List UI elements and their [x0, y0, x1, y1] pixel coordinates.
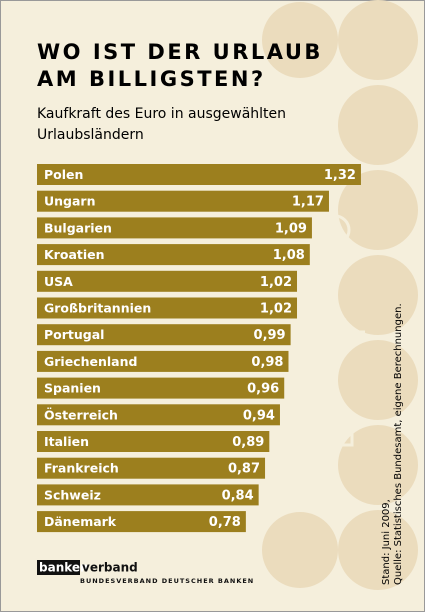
- title: WO IST DER URLAUB: [37, 40, 323, 64]
- bar: [37, 190, 329, 212]
- value-label: 0,89: [232, 435, 264, 450]
- logo-box: [37, 560, 80, 575]
- bar: [37, 431, 270, 452]
- logo-b: verband: [82, 561, 138, 575]
- value-label: 1,09: [275, 221, 307, 236]
- category-label: Italien: [44, 434, 89, 449]
- title: AM BILLIGSTEN?: [37, 67, 266, 91]
- value-label: 1,32: [324, 168, 356, 183]
- category-label: Polen: [44, 167, 83, 182]
- logo-a: banken: [39, 561, 89, 575]
- decor-circles: [262, 0, 418, 590]
- value-label: 0,94: [243, 408, 275, 423]
- value-label: 0,84: [222, 488, 254, 503]
- bar: [37, 457, 266, 479]
- value-label: 1,08: [273, 248, 305, 263]
- value-label: 1,02: [260, 302, 292, 317]
- bar: [37, 511, 246, 533]
- category-label: Kroatien: [44, 247, 105, 262]
- source: Stand: Juni 2009, Quelle: Statistisches …: [381, 303, 404, 585]
- value-label: 0,96: [247, 382, 279, 397]
- category-label: Spanien: [44, 381, 101, 396]
- category-label: Bulgarien: [44, 220, 112, 235]
- subtitle: Kaufkraft des Euro in ausgewählten: [37, 106, 286, 122]
- bar: [37, 377, 285, 399]
- category-label: Griechenland: [44, 354, 137, 369]
- category-label: Dänemark: [44, 514, 117, 529]
- source-line: Quelle: Statistisches Bundesamt, eigene …: [393, 303, 404, 585]
- source-line: Stand: Juni 2009,: [381, 499, 392, 585]
- decor-icons: [299, 214, 365, 447]
- bar: [37, 484, 259, 506]
- value-label: 0,78: [209, 515, 241, 530]
- category-label: USA: [44, 274, 73, 289]
- bar: [37, 217, 312, 239]
- category-label: Ungarn: [44, 194, 96, 209]
- category-label: Österreich: [44, 407, 118, 422]
- bar: [37, 270, 298, 292]
- bar: [37, 404, 280, 426]
- category-label: Großbritannien: [44, 301, 151, 316]
- value-label: 0,87: [228, 462, 260, 477]
- bar: [37, 244, 310, 266]
- subtitle: Urlaubsländern: [37, 127, 144, 143]
- value-label: 1,17: [292, 195, 324, 210]
- category-label: Frankreich: [44, 461, 119, 476]
- bar: [37, 350, 289, 372]
- value-label: 1,02: [260, 275, 292, 290]
- category-label: Schweiz: [44, 487, 101, 502]
- bar: [37, 297, 298, 319]
- bar: [37, 164, 361, 185]
- logo-tagline: BUNDESVERBAND DEUTSCHER BANKEN: [80, 577, 254, 585]
- value-label: 0,98: [251, 355, 283, 370]
- category-label: Portugal: [44, 327, 104, 342]
- bar: [37, 324, 291, 346]
- value-label: 0,99: [254, 328, 286, 343]
